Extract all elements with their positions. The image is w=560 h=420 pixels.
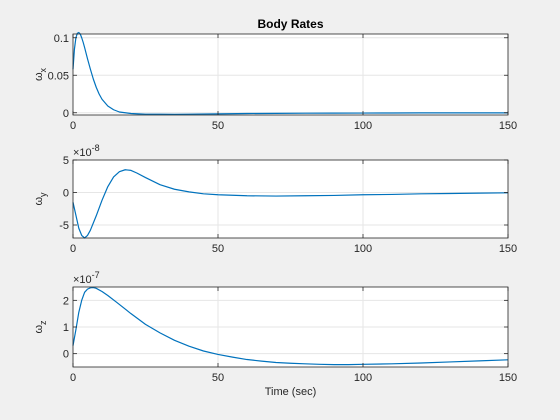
series-line-1 <box>72 286 509 366</box>
subplot-3: 0 50 100 150 0 1 2 ×10-7 ωz Time (sec) <box>33 270 517 398</box>
x-tick-label: 150 <box>499 372 517 384</box>
y-axis-label: ωx <box>33 67 48 81</box>
y-exponent-label: ×10-8 <box>73 143 100 159</box>
x-tick-label: 50 <box>212 372 224 384</box>
y-tick-label: 0.05 <box>48 70 69 82</box>
chart-title: Body Rates <box>257 17 323 31</box>
y-axis-label: ωz <box>33 320 48 334</box>
x-tick-label: 150 <box>499 243 517 255</box>
y-exponent-label: ×10-7 <box>73 270 100 286</box>
y-tick-label: 0 <box>63 188 69 200</box>
y-tick-label: 0.1 <box>54 33 69 45</box>
axes-box <box>72 159 509 239</box>
axes-box <box>72 33 509 116</box>
x-axis-label: Time (sec) <box>265 386 317 398</box>
x-tick-label: 100 <box>354 243 372 255</box>
x-tick-label: 100 <box>354 372 372 384</box>
x-tick-label: 0 <box>70 372 76 384</box>
axes-background <box>73 34 508 115</box>
y-tick-label: 1 <box>63 322 69 334</box>
x-tick-label: 50 <box>212 120 224 132</box>
axes-background <box>73 160 508 238</box>
x-tick-label: 0 <box>70 120 76 132</box>
y-axis-label: ωy <box>33 192 48 206</box>
x-tick-label: 0 <box>70 243 76 255</box>
subplot-2: 0 50 100 150-505×10-8ωy <box>33 143 517 255</box>
y-tick-label: -5 <box>59 220 69 232</box>
y-tick-label: 2 <box>63 295 69 307</box>
subplot-1: 0 50 100 150 0 0.05 0.1 Body Rates ωx <box>33 17 517 132</box>
y-tick-label: 0 <box>63 349 69 361</box>
y-tick-label: 0 <box>63 108 69 120</box>
x-tick-label: 150 <box>499 120 517 132</box>
series-line-1 <box>72 169 509 239</box>
x-tick-label: 100 <box>354 120 372 132</box>
x-tick-label: 50 <box>212 243 224 255</box>
series-line-1 <box>72 31 508 116</box>
y-tick-label: 5 <box>63 155 69 167</box>
